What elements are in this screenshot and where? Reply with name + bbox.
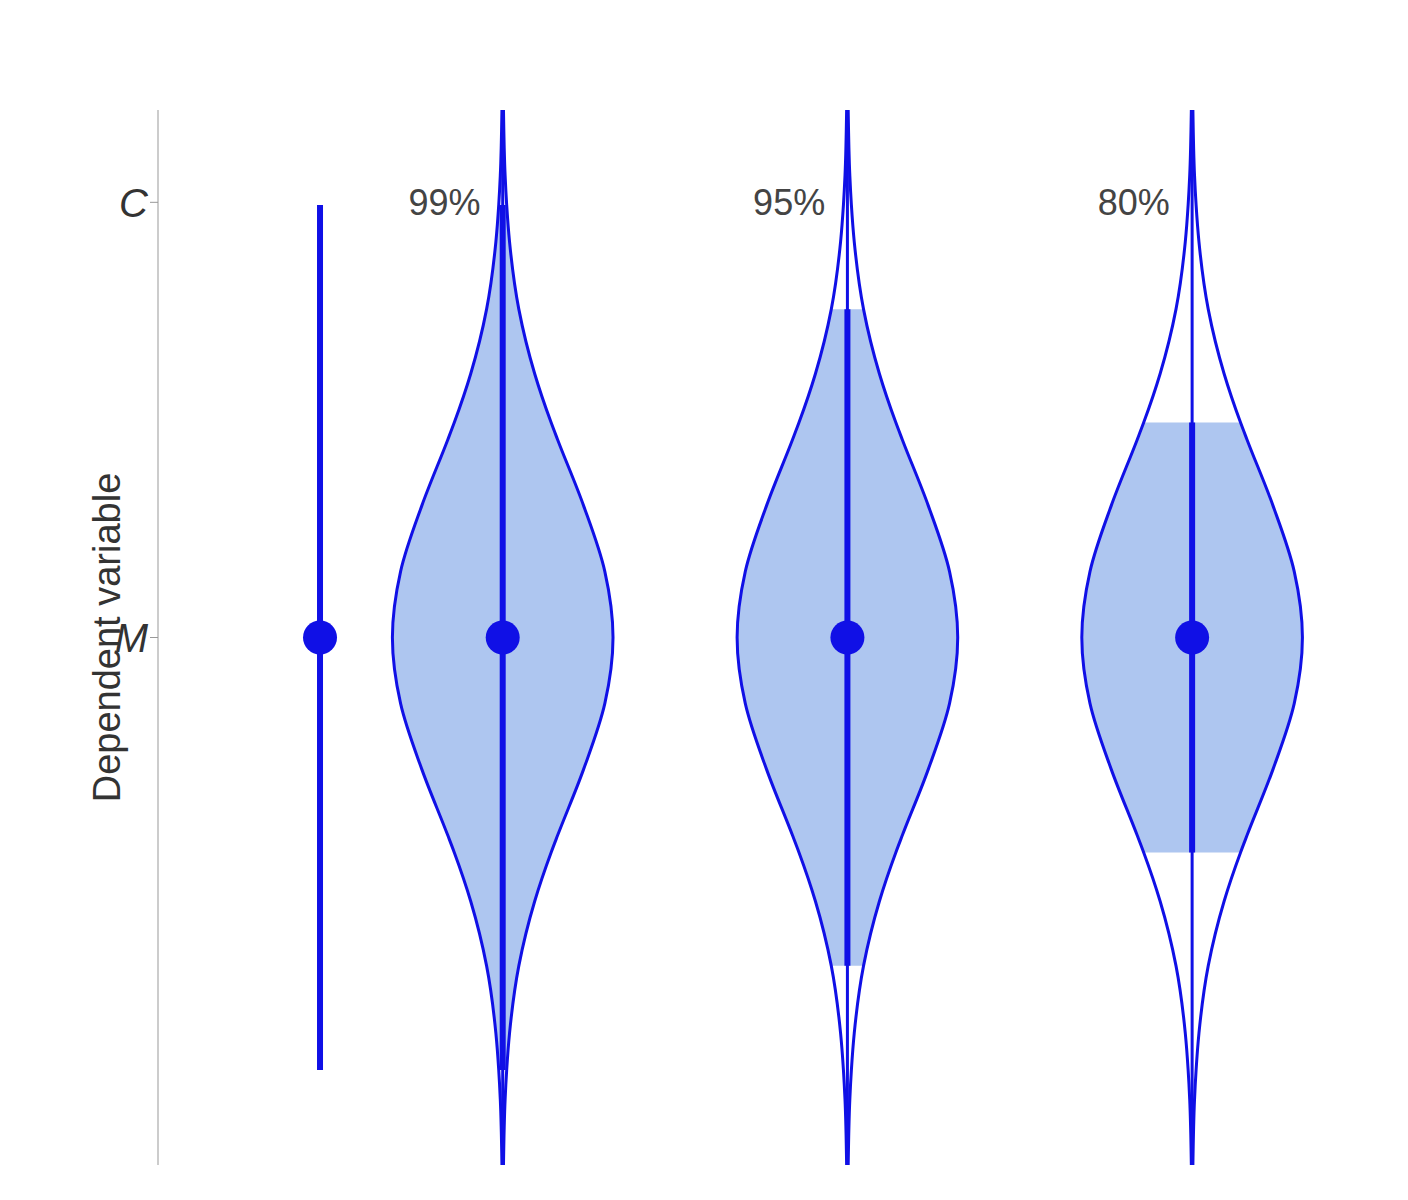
svg-text:C: C (119, 181, 149, 225)
svg-text:95%: 95% (753, 182, 825, 223)
svg-text:99%: 99% (408, 182, 480, 223)
svg-text:Dependent variable: Dependent variable (86, 472, 128, 803)
svg-text:M: M (115, 616, 149, 660)
svg-text:80%: 80% (1098, 182, 1170, 223)
